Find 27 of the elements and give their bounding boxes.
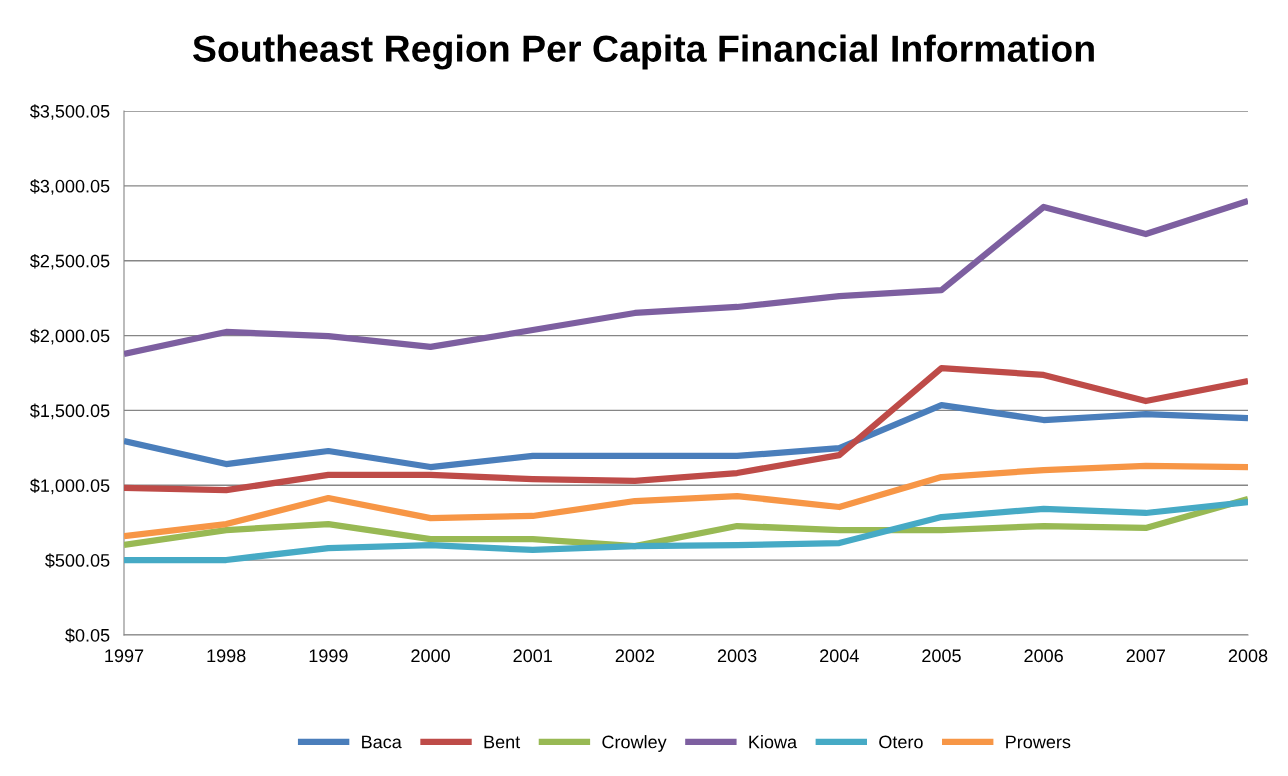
x-tick-label: 1997	[105, 649, 144, 663]
chart-title: Southeast Region Per Capita Financial Information	[192, 34, 1094, 70]
y-tick-label: $3,500.05	[29, 104, 110, 120]
legend-label: Baca	[362, 735, 402, 749]
x-tick-label: 2001	[513, 649, 552, 663]
y-tick-label: $500.05	[45, 553, 110, 568]
y-tick-label: $2,500.05	[29, 253, 110, 270]
x-tick-label: 2004	[820, 649, 859, 663]
x-tick-label: 2002	[615, 649, 655, 663]
y-tick-label: $1,500.05	[29, 403, 110, 420]
x-tick-label: 2005	[922, 649, 961, 663]
legend-label: Kiowa	[749, 735, 798, 749]
x-tick-label: 2006	[1024, 649, 1063, 663]
y-tick-label: $1,000.05	[29, 478, 110, 495]
x-tick-label: 1998	[207, 649, 246, 663]
x-tick-label: 2003	[717, 649, 757, 663]
x-tick-label: 2007	[1126, 649, 1165, 663]
x-tick-label: 1999	[309, 649, 348, 663]
legend-label: Otero	[879, 735, 923, 749]
y-tick-label: $3,000.05	[29, 179, 110, 195]
x-tick-label: 2008	[1228, 649, 1268, 663]
legend-label: Prowers	[1006, 735, 1071, 749]
y-tick-label: $0.05	[65, 628, 110, 643]
legend-label: Crowley	[602, 735, 667, 752]
legend-label: Bent	[484, 735, 521, 749]
y-tick-label: $2,000.05	[29, 328, 110, 345]
x-tick-label: 2000	[411, 649, 450, 663]
